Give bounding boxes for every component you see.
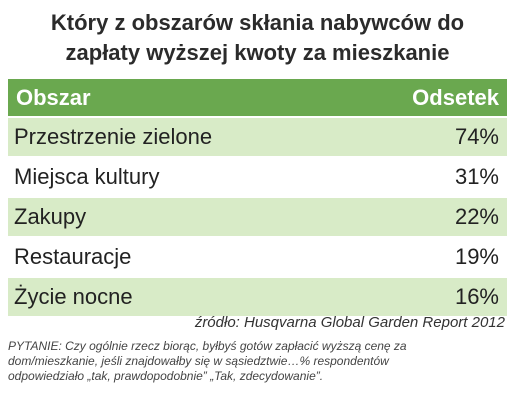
table-header: Obszar Odsetek [8,79,507,116]
table-row: Przestrzenie zielone 74% [8,118,507,156]
table-row: Zakupy 22% [8,198,507,236]
chart-title: Który z obszarów skłania nabywców do zap… [0,8,515,68]
chart-title-line-1: Który z obszarów skłania nabywców do [50,10,465,35]
column-header-percent: Odsetek [412,84,499,110]
row-label: Restauracje [14,244,132,269]
data-table: Obszar Odsetek Przestrzenie zielone 74% … [8,79,507,316]
row-label: Miejsca kultury [14,164,160,189]
column-header-area: Obszar [16,84,91,110]
row-label: Zakupy [14,204,87,229]
row-label: Życie nocne [14,284,133,309]
table-row: Restauracje 19% [8,238,507,276]
question-note: PYTANIE: Czy ogólnie rzecz biorąc, byłby… [8,339,407,383]
source-note: źródło: Husqvarna Global Garden Report 2… [194,314,505,331]
row-value: 74% [454,124,499,149]
row-value: 19% [454,244,499,269]
table-row: Życie nocne 16% [8,278,507,316]
row-value: 31% [454,164,499,189]
row-label: Przestrzenie zielone [14,124,213,149]
chart-title-line-2: zapłaty wyższej kwoty za mieszkanie [65,40,450,65]
row-value: 22% [454,204,499,229]
row-value: 16% [454,284,499,309]
table-row: Miejsca kultury 31% [8,158,507,196]
